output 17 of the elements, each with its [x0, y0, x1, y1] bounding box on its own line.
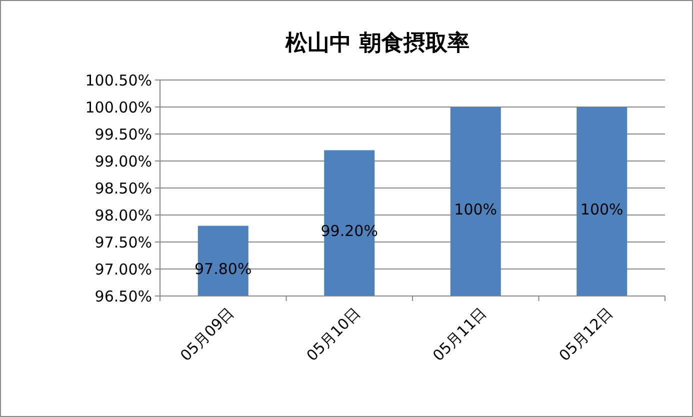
data-label: 100%	[580, 200, 624, 218]
y-tick-label: 97.50%	[94, 233, 152, 252]
chart-title: 松山中 朝食摂取率	[284, 30, 470, 56]
x-tick-label: 05月12日	[555, 304, 616, 365]
x-tick-label: 05月10日	[302, 304, 364, 365]
y-tick-label: 99.00%	[94, 152, 152, 170]
y-tick-label: 99.50%	[94, 125, 152, 144]
y-tick-label: 100.00%	[85, 98, 152, 116]
x-tick-label: 05月11日	[429, 304, 490, 365]
y-tick-label: 96.50%	[94, 287, 152, 306]
x-tick-label: 05月09日	[176, 304, 238, 365]
y-tick-label: 97.00%	[94, 260, 152, 278]
y-tick-label: 98.00%	[94, 206, 152, 224]
y-tick-label: 100.50%	[85, 71, 152, 90]
data-label: 100%	[454, 200, 498, 218]
data-label: 97.80%	[194, 260, 252, 278]
y-tick-label: 98.50%	[94, 179, 152, 198]
